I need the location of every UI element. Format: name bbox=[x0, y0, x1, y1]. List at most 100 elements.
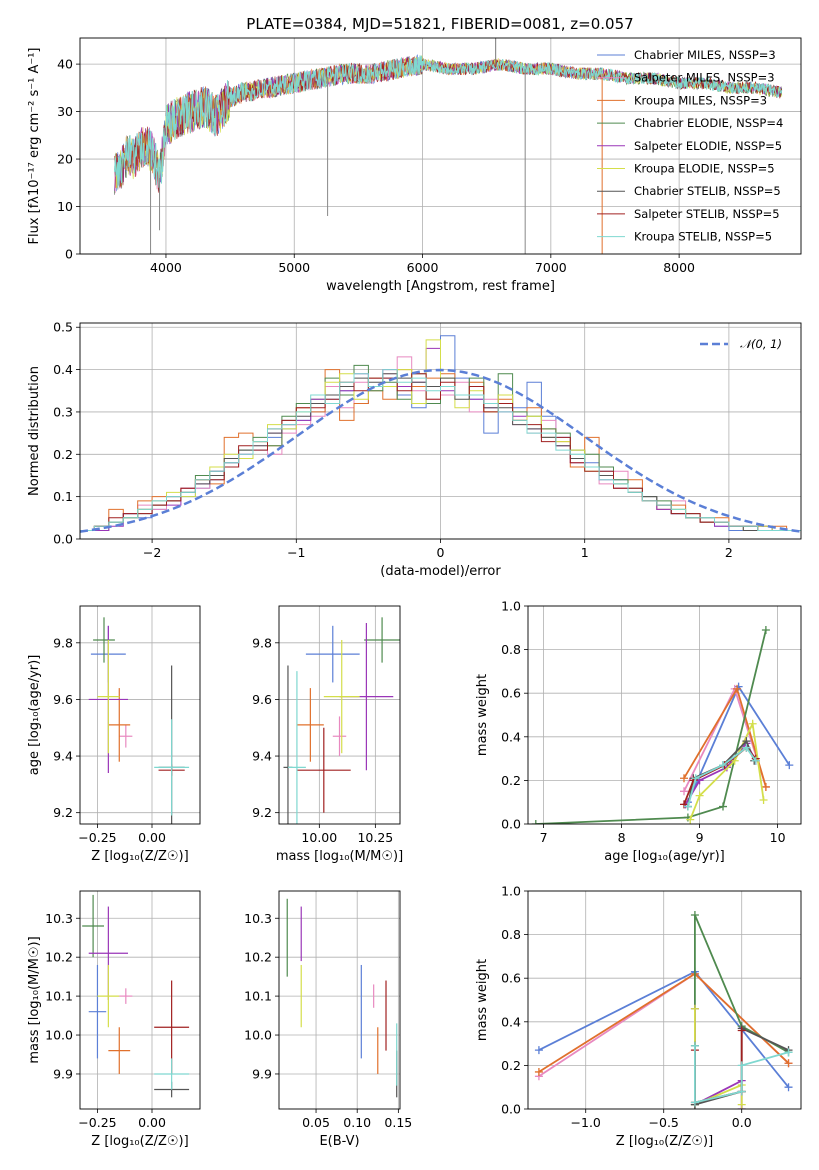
x-tick-label: −0.5 bbox=[649, 1115, 679, 1130]
x-tick-label: 10 bbox=[770, 830, 786, 845]
y-tick-label: 1.0 bbox=[501, 884, 521, 899]
axes-frame bbox=[79, 322, 802, 540]
x-tick-label: 0.05 bbox=[302, 1115, 330, 1130]
grid bbox=[279, 891, 400, 1109]
y-tick-label: 10.1 bbox=[45, 989, 73, 1004]
weight-marker bbox=[748, 719, 757, 728]
y-tick-label: 9.2 bbox=[252, 805, 272, 820]
y-tick-label: 0.0 bbox=[501, 817, 521, 832]
y-tick-label: 9.4 bbox=[252, 749, 272, 764]
x-axis-label: Z [log₁₀(Z/Z☉)] bbox=[91, 1134, 188, 1149]
y-tick-label: 0.2 bbox=[501, 1058, 521, 1073]
x-tick-label: 7 bbox=[540, 830, 548, 845]
plot-area bbox=[82, 894, 190, 1098]
weight-marker bbox=[737, 1087, 746, 1096]
y-tick-label: 10.3 bbox=[45, 911, 73, 926]
y-tick-label: 9.2 bbox=[53, 805, 73, 820]
legend-label: Chabrier MILES, NSSP=3 bbox=[634, 48, 776, 62]
weight-marker bbox=[683, 802, 692, 811]
y-tick-label: 10.3 bbox=[244, 911, 272, 926]
y-tick-label: 0.4 bbox=[53, 362, 73, 377]
weight-marker bbox=[737, 1061, 746, 1070]
weight-marker bbox=[531, 820, 540, 824]
weight-series-line bbox=[535, 629, 767, 824]
y-tick-label: 9.6 bbox=[252, 692, 272, 707]
y-axis-label: Normed distribution bbox=[27, 366, 42, 496]
y-tick-label: 0.8 bbox=[501, 642, 521, 657]
y-tick-label: 0.8 bbox=[501, 927, 521, 942]
x-tick-label: 0.00 bbox=[138, 1115, 166, 1130]
weight-marker bbox=[680, 787, 688, 796]
weight-marker bbox=[691, 774, 700, 783]
plot-area bbox=[531, 625, 794, 824]
weight-marker bbox=[742, 743, 751, 752]
legend-label: Salpeter STELIB, NSSP=5 bbox=[634, 207, 780, 221]
y-tick-label: 0.6 bbox=[501, 971, 521, 986]
x-axis-label: E(B-V) bbox=[319, 1134, 359, 1149]
x-axis-label: Z [log₁₀(Z/Z☉)] bbox=[91, 849, 188, 864]
y-tick-label: 30 bbox=[57, 104, 73, 119]
weight-series-line bbox=[683, 686, 767, 788]
y-tick-label: 9.6 bbox=[53, 692, 73, 707]
normal-reference-curve bbox=[80, 368, 801, 533]
x-axis-label: (data-model)/error bbox=[380, 564, 501, 579]
weight-marker bbox=[784, 1083, 793, 1092]
weight-marker bbox=[690, 910, 699, 919]
x-tick-label: 5000 bbox=[278, 260, 310, 275]
axes-frame bbox=[278, 890, 401, 1110]
y-axis-label: mass weight bbox=[475, 959, 490, 1041]
weight-marker bbox=[534, 1067, 543, 1076]
weight-marker bbox=[751, 756, 760, 765]
y-tick-label: 20 bbox=[57, 152, 73, 167]
x-tick-label: 7000 bbox=[535, 260, 567, 275]
plot-area bbox=[88, 617, 190, 824]
x-axis-label: Z [log₁₀(Z/Z☉)] bbox=[616, 1134, 713, 1149]
y-tick-label: 10.0 bbox=[45, 1028, 73, 1043]
x-tick-label: 10.00 bbox=[301, 830, 337, 845]
y-tick-label: 0.0 bbox=[501, 1102, 521, 1117]
axes-frame bbox=[527, 890, 802, 1110]
grid bbox=[528, 605, 801, 825]
weight-marker bbox=[719, 761, 727, 770]
x-tick-label: 2 bbox=[725, 545, 733, 560]
age-vs-mass-panel: 10.00 10.25 9.2 9.4 9.6 9.8 mass [log₁₀(M/M☉)] bbox=[252, 605, 403, 864]
y-axis-label: mass weight bbox=[475, 674, 490, 756]
y-tick-label: 9.9 bbox=[53, 1066, 73, 1081]
x-tick-label: 0.10 bbox=[343, 1115, 371, 1130]
legend-label: Chabrier ELODIE, NSSP=4 bbox=[634, 116, 783, 130]
x-tick-label: −1.0 bbox=[571, 1115, 601, 1130]
grid bbox=[80, 606, 200, 824]
x-tick-label: −1 bbox=[287, 545, 305, 560]
x-tick-label: 10.25 bbox=[357, 830, 393, 845]
y-tick-label: 10.1 bbox=[244, 989, 272, 1004]
x-tick-label: −2 bbox=[143, 545, 161, 560]
x-tick-label: 0.0 bbox=[732, 1115, 752, 1130]
weight-marker bbox=[733, 684, 742, 693]
y-tick-label: 0.0 bbox=[53, 532, 73, 547]
y-tick-label: 9.8 bbox=[252, 635, 272, 650]
y-tick-label: 0.2 bbox=[53, 447, 73, 462]
x-tick-label: 1 bbox=[581, 545, 589, 560]
weight-marker bbox=[761, 782, 770, 791]
x-tick-label: −0.25 bbox=[78, 830, 116, 845]
weight-marker bbox=[690, 1098, 699, 1107]
legend-label: Salpeter MILES, NSSP=3 bbox=[634, 71, 775, 85]
mass-vs-z-panel: −0.25 0.00 9.9 10.0 10.1 10.2 10.3 Z [log₁₀(Z/Z… bbox=[27, 890, 201, 1149]
mass-vs-ebv-panel: 0.05 0.10 0.15 9.9 10.0 10.1 10.2 10.3 E(B-V) bbox=[244, 890, 412, 1149]
residual-histogram-panel: −2 −1 0 1 2 0.0 0.1 0.2 0.3 0.4 0.5 (data-model)/er… bbox=[27, 320, 802, 579]
axes-frame bbox=[527, 605, 802, 825]
x-tick-label: 0.00 bbox=[138, 830, 166, 845]
histogram-series-step bbox=[80, 369, 801, 539]
y-tick-label: 10.2 bbox=[244, 950, 272, 965]
legend-label: Salpeter ELODIE, NSSP=5 bbox=[634, 139, 782, 153]
x-tick-label: −0.25 bbox=[78, 1115, 116, 1130]
axes-frame bbox=[79, 890, 201, 1110]
y-tick-label: 9.8 bbox=[53, 635, 73, 650]
weight-marker bbox=[680, 774, 688, 783]
axes-frame bbox=[79, 605, 201, 825]
weight-marker bbox=[737, 1026, 746, 1035]
legend-label: Kroupa MILES, NSSP=3 bbox=[634, 93, 767, 107]
x-axis-label: age [log₁₀(age/yr)] bbox=[604, 849, 725, 864]
y-tick-label: 0.6 bbox=[501, 686, 521, 701]
